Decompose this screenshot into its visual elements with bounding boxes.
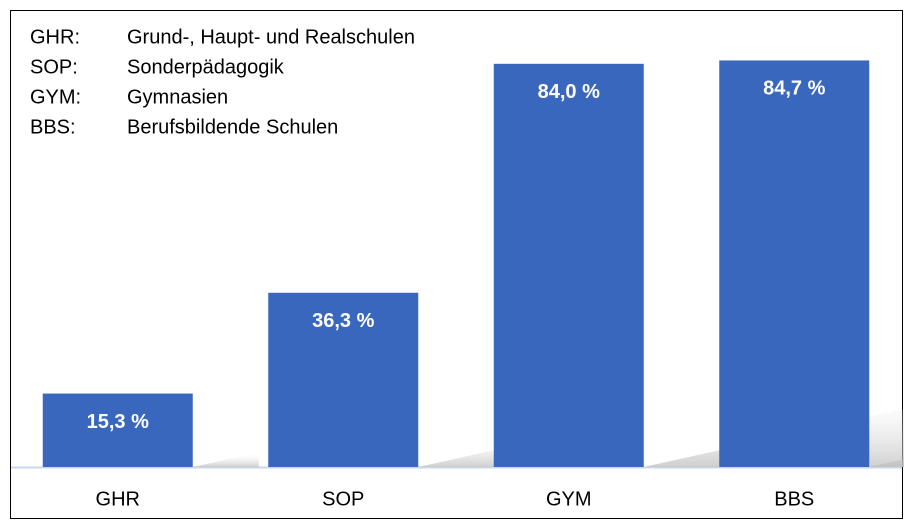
value-label: 36,3 % xyxy=(312,310,374,332)
legend-abbr: SOP: xyxy=(30,56,78,78)
value-label: 84,7 % xyxy=(763,78,825,100)
bar-shadow xyxy=(192,452,259,467)
legend-text: Grund-, Haupt- und Realschulen xyxy=(127,26,415,48)
bar xyxy=(719,60,870,467)
bar xyxy=(493,63,644,468)
x-tick-label: GYM xyxy=(546,488,592,510)
legend-abbr: GYM: xyxy=(30,86,81,108)
x-tick-label: SOP xyxy=(322,488,364,510)
bar xyxy=(42,393,193,467)
legend-text: Berufsbildende Schulen xyxy=(127,116,338,138)
x-tick-label: GHR xyxy=(96,488,140,510)
legend-text: Sonderpädagogik xyxy=(127,56,285,78)
bar xyxy=(268,292,419,467)
legend-abbr: BBS: xyxy=(30,116,76,138)
legend-text: Gymnasien xyxy=(127,86,228,108)
value-label: 84,0 % xyxy=(538,81,600,103)
x-tick-label: BBS xyxy=(774,488,814,510)
bar-shadow xyxy=(869,459,904,467)
value-label: 15,3 % xyxy=(87,411,149,433)
legend-abbr: GHR: xyxy=(30,26,80,48)
